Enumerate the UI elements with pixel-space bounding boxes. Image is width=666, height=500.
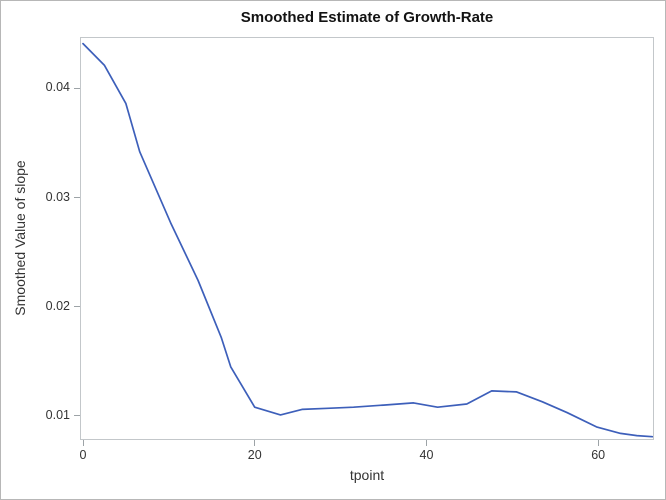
- y-tick-mark: [74, 197, 80, 199]
- x-tick-label: 20: [247, 448, 262, 462]
- y-tick-mark: [74, 87, 80, 89]
- plot-area: [80, 37, 654, 440]
- x-axis-title: tpoint: [349, 467, 385, 483]
- series-line: [82, 42, 653, 438]
- y-tick-label: 0.04: [45, 80, 70, 95]
- y-tick-mark: [74, 306, 80, 308]
- x-tick-mark: [254, 440, 256, 446]
- chart-title: Smoothed Estimate of Growth-Rate: [240, 9, 494, 26]
- y-axis-title: Smoothed Value of slope: [12, 160, 28, 316]
- x-tick-label: 40: [419, 448, 434, 462]
- x-tick-mark: [82, 440, 84, 446]
- x-tick-label: 0: [79, 448, 87, 462]
- y-tick-mark: [74, 415, 80, 417]
- x-tick-mark: [425, 440, 427, 446]
- y-tick-label: 0.03: [45, 189, 70, 204]
- y-tick-label: 0.02: [45, 298, 70, 313]
- y-tick-label: 0.01: [45, 407, 70, 422]
- series-line-svg: [82, 42, 653, 438]
- x-tick-mark: [597, 440, 599, 446]
- x-tick-label: 60: [591, 448, 606, 462]
